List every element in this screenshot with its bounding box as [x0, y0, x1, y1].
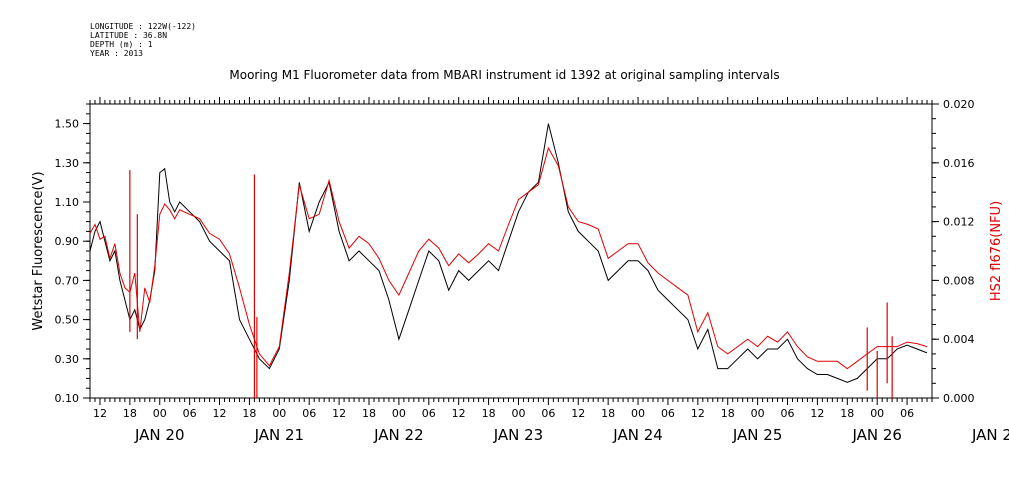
series-line-hs2 [89, 146, 928, 370]
x-tick-label: 12 [93, 407, 107, 420]
x-tick-label: 18 [840, 407, 854, 420]
x-tick-label: 06 [541, 407, 555, 420]
x-tick-label: 12 [810, 407, 824, 420]
x-tick-label: 12 [452, 407, 466, 420]
x-tick-label: 18 [242, 407, 256, 420]
x-tick-label: 06 [900, 407, 914, 420]
x-tick-label: 00 [392, 407, 406, 420]
header-metadata: LONGITUDE : 122W(-122) LATITUDE : 36.8N … [90, 22, 196, 58]
x-tick-label: 12 [691, 407, 705, 420]
y2-tick-label: 0.008 [943, 274, 975, 287]
plot-frame [89, 103, 933, 399]
y2-tick-label: 0.016 [943, 157, 975, 170]
meta-latitude: LATITUDE : 36.8N [90, 31, 168, 40]
x-tick-label: 00 [153, 407, 167, 420]
y-tick-label: 0.90 [55, 235, 80, 248]
y2-tick-label: 0.012 [943, 216, 975, 229]
x-tick-label: 18 [601, 407, 615, 420]
x-tick-label: 12 [332, 407, 346, 420]
y-axis-label: Wetstar Fluorescence(V) [31, 171, 46, 330]
x-tick-label: 18 [482, 407, 496, 420]
y-tick-label: 1.10 [55, 196, 80, 209]
x-day-label: JAN 23 [493, 426, 544, 444]
x-tick-label: 18 [721, 407, 735, 420]
y-tick-label: 0.30 [55, 353, 80, 366]
y2-axis-label: HS2 fl676(NFU) [989, 201, 1004, 301]
y-tick-label: 1.50 [55, 118, 80, 131]
x-tick-label: 18 [123, 407, 137, 420]
x-tick-label: 00 [751, 407, 765, 420]
y-tick-label: 0.70 [55, 274, 80, 287]
x-tick-label: 00 [870, 407, 884, 420]
x-day-label: JAN 22 [373, 426, 424, 444]
x-day-label: JAN 20 [134, 426, 185, 444]
x-tick-label: 12 [213, 407, 227, 420]
meta-depth: DEPTH (m) : 1 [90, 40, 153, 49]
x-tick-label: 12 [571, 407, 585, 420]
x-day-label: JAN 27 [971, 426, 1009, 444]
x-day-label: JAN 24 [612, 426, 663, 444]
y2-tick-label: 0.000 [943, 392, 975, 405]
x-tick-label: 00 [631, 407, 645, 420]
y-tick-label: 0.10 [55, 392, 80, 405]
y-tick-label: 0.50 [55, 314, 80, 327]
x-tick-label: 00 [272, 407, 286, 420]
x-day-label: JAN 26 [851, 426, 902, 444]
x-tick-label: 00 [511, 407, 525, 420]
chart-title: Mooring M1 Fluorometer data from MBARI i… [229, 68, 780, 82]
y-tick-label: 1.30 [55, 157, 80, 170]
x-tick-label: 06 [183, 407, 197, 420]
y2-tick-label: 0.004 [943, 333, 975, 346]
x-tick-label: 06 [302, 407, 316, 420]
x-tick-label: 18 [362, 407, 376, 420]
series-line-wetstar [89, 123, 928, 383]
x-tick-label: 06 [422, 407, 436, 420]
y2-tick-label: 0.020 [943, 98, 975, 111]
x-tick-label: 06 [781, 407, 795, 420]
x-tick-label: 06 [661, 407, 675, 420]
meta-year: YEAR : 2013 [90, 49, 143, 58]
x-day-label: JAN 21 [254, 426, 305, 444]
x-day-label: JAN 25 [732, 426, 783, 444]
meta-longitude: LONGITUDE : 122W(-122) [90, 22, 196, 31]
